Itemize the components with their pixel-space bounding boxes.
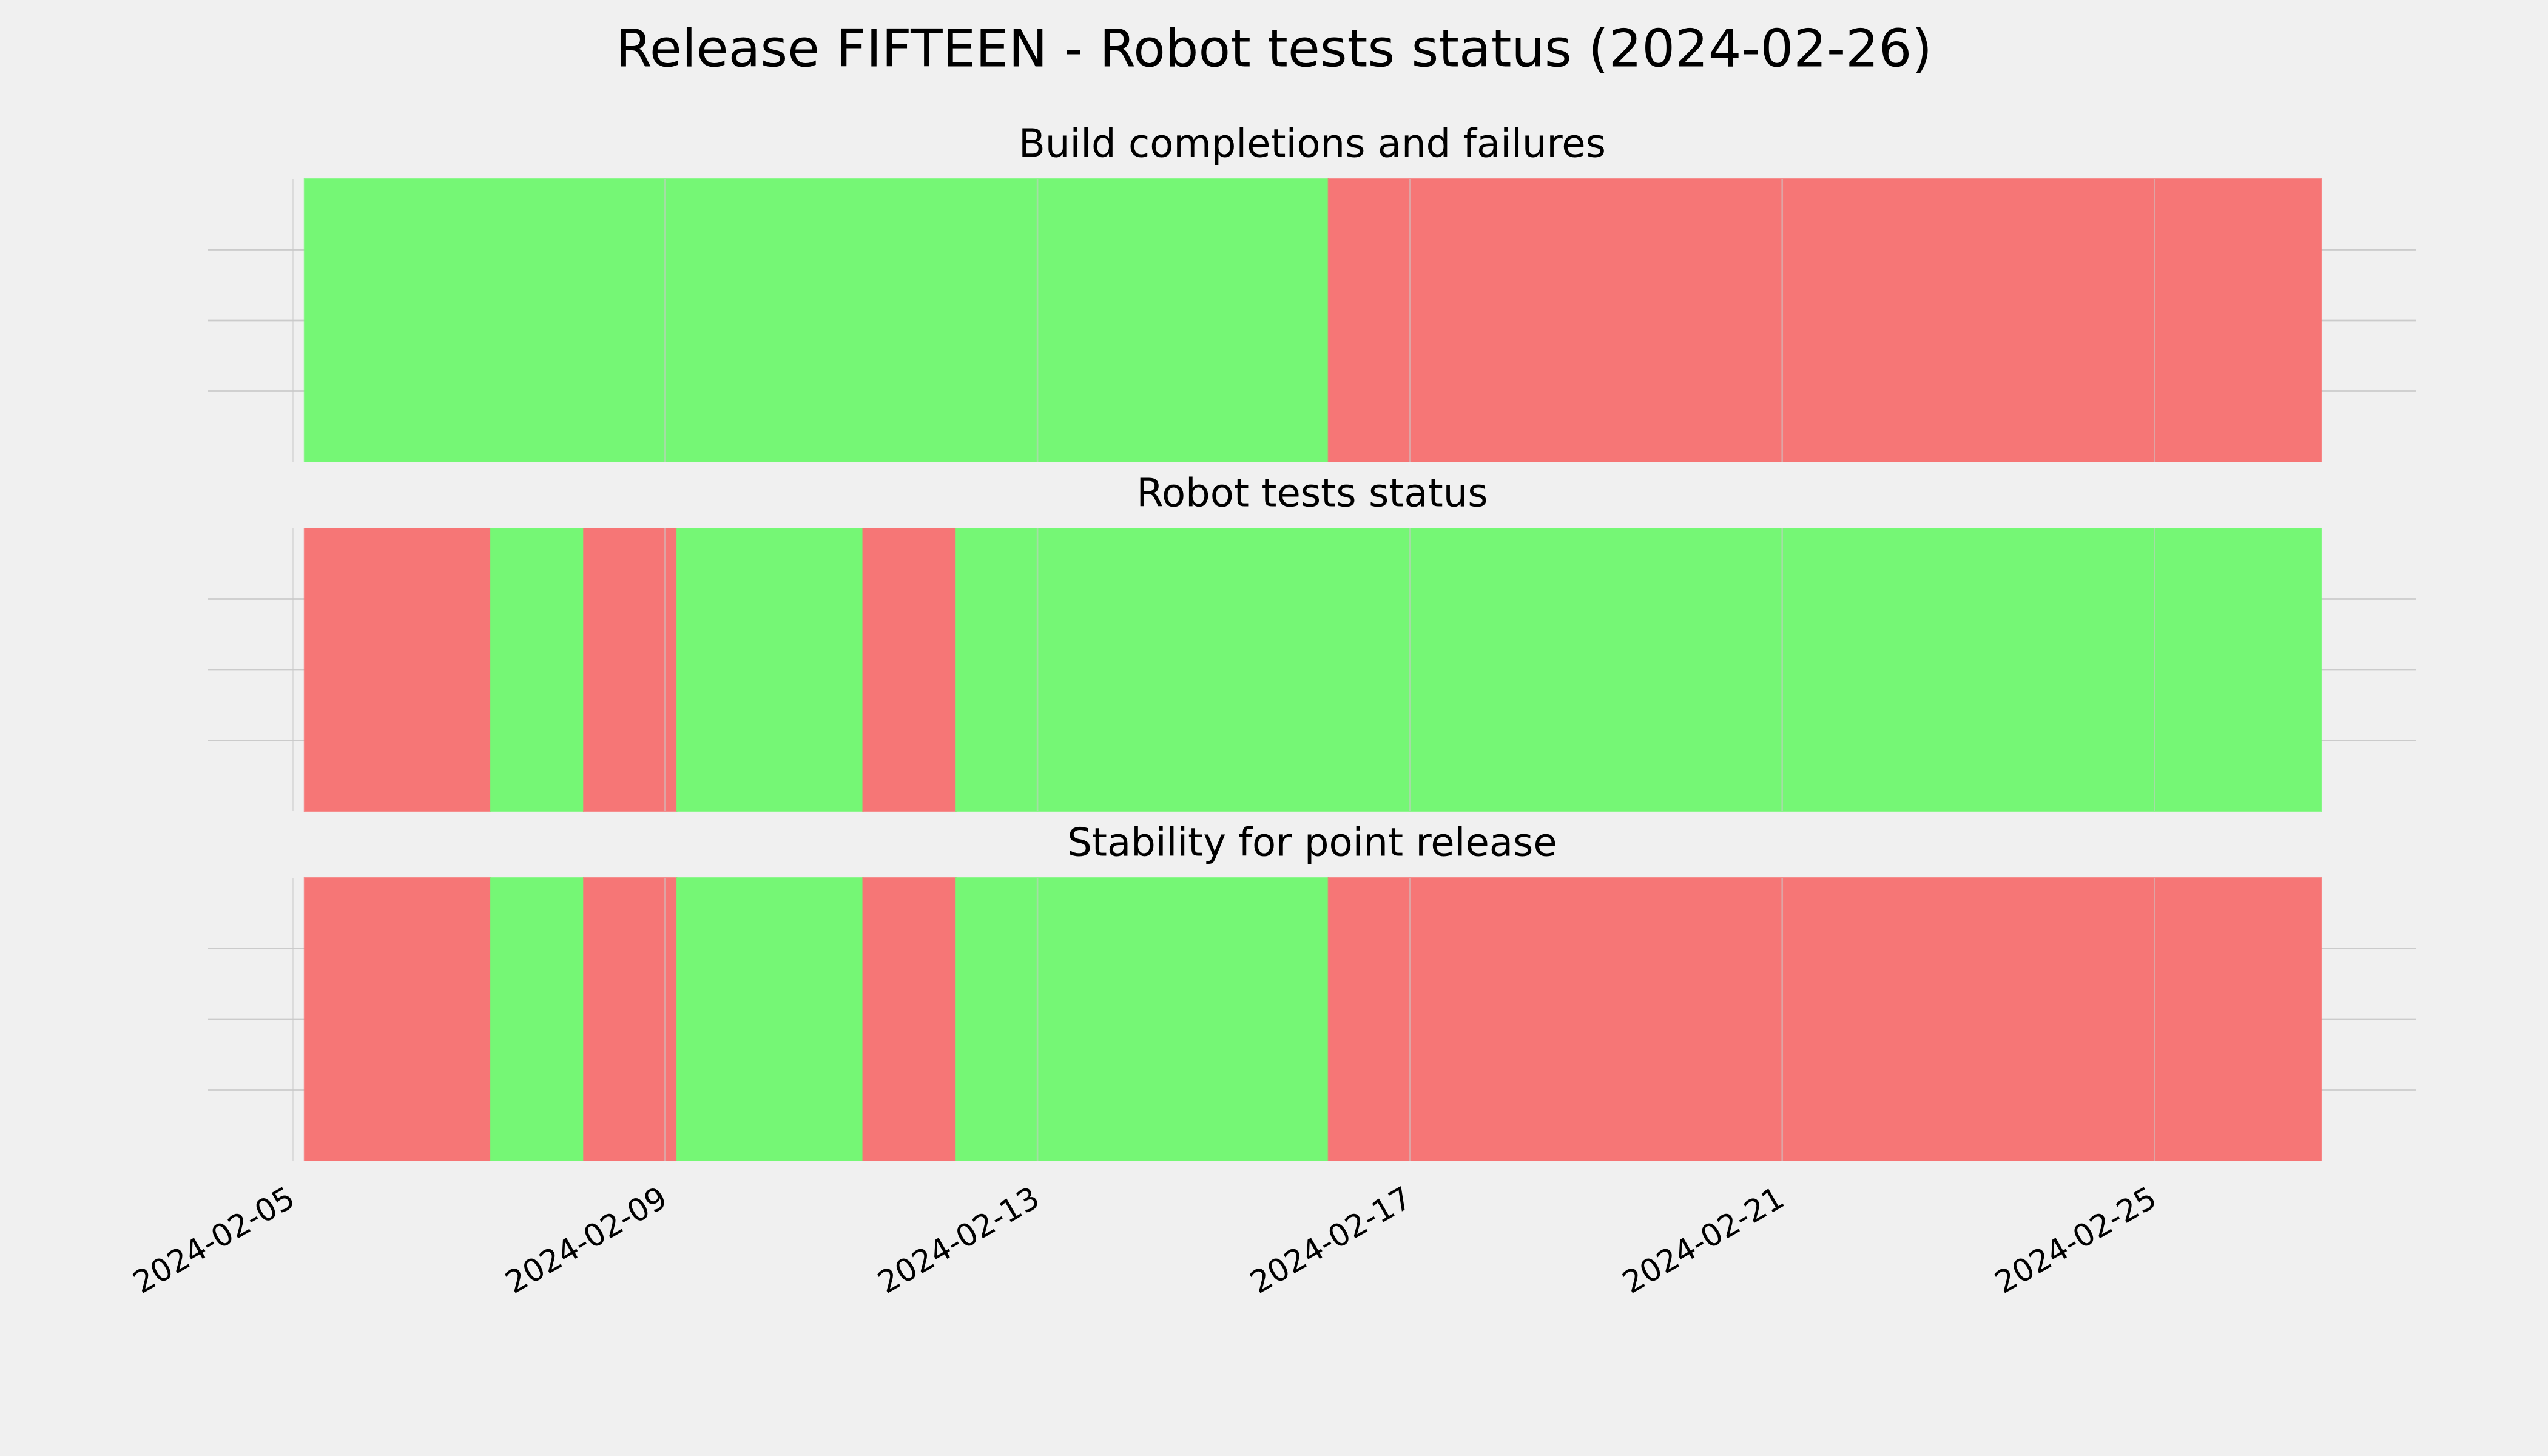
figure-title: Release FIFTEEN - Robot tests status (20… — [616, 18, 1932, 79]
subplot-title: Stability for point release — [1067, 821, 1557, 866]
status-span — [303, 528, 491, 812]
x-tick-label: 2024-02-17 — [1244, 1180, 1418, 1301]
status-span — [490, 877, 585, 1161]
x-tick-label: 2024-02-05 — [127, 1180, 301, 1301]
status-span — [676, 877, 864, 1161]
x-tick-label: 2024-02-25 — [1989, 1180, 2163, 1301]
status-span — [583, 877, 678, 1161]
status-span — [676, 528, 864, 812]
subplot-title: Robot tests status — [1136, 471, 1488, 516]
status-span — [955, 877, 1329, 1161]
status-span — [490, 528, 585, 812]
subplot-title: Build completions and failures — [1019, 122, 1606, 167]
status-span — [303, 877, 491, 1161]
status-span — [862, 528, 957, 812]
x-tick-label: 2024-02-21 — [1617, 1180, 1790, 1301]
status-span — [1327, 877, 2322, 1161]
status-span — [1327, 178, 2322, 462]
x-tick-label: 2024-02-13 — [872, 1180, 1045, 1301]
status-span — [862, 877, 957, 1161]
status-span — [303, 178, 1329, 462]
x-tick-label: 2024-02-09 — [500, 1180, 673, 1301]
status-span — [955, 528, 2322, 812]
status-span — [583, 528, 678, 812]
